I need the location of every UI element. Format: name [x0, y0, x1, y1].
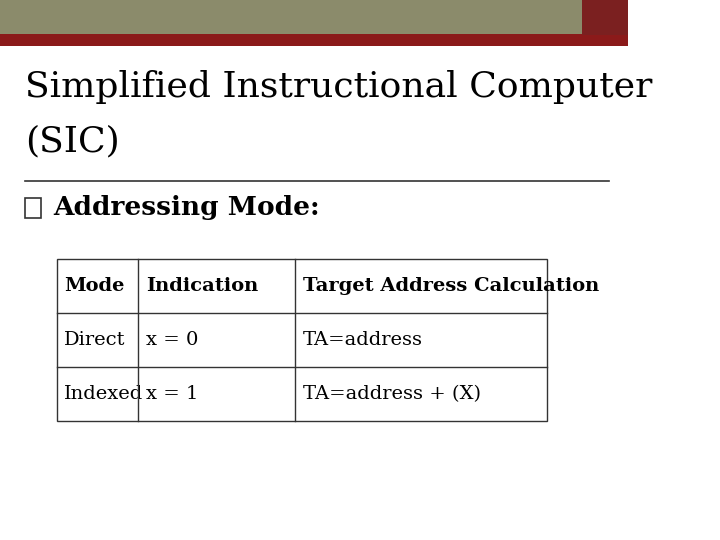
Text: x = 0: x = 0 [145, 331, 198, 349]
Text: TA=address + (X): TA=address + (X) [303, 385, 481, 403]
FancyBboxPatch shape [25, 198, 41, 218]
Text: Target Address Calculation: Target Address Calculation [303, 277, 599, 295]
Text: x = 1: x = 1 [145, 385, 198, 403]
Text: Addressing Mode:: Addressing Mode: [53, 195, 320, 220]
FancyBboxPatch shape [582, 0, 629, 35]
Text: Indexed: Indexed [64, 385, 143, 403]
Text: Mode: Mode [64, 277, 125, 295]
Text: (SIC): (SIC) [25, 124, 120, 158]
FancyBboxPatch shape [0, 34, 629, 46]
Text: Direct: Direct [64, 331, 125, 349]
FancyBboxPatch shape [57, 259, 546, 421]
Text: TA=address: TA=address [303, 331, 423, 349]
Text: Indication: Indication [145, 277, 258, 295]
Text: Simplified Instructional Computer: Simplified Instructional Computer [25, 70, 652, 104]
FancyBboxPatch shape [0, 0, 629, 35]
